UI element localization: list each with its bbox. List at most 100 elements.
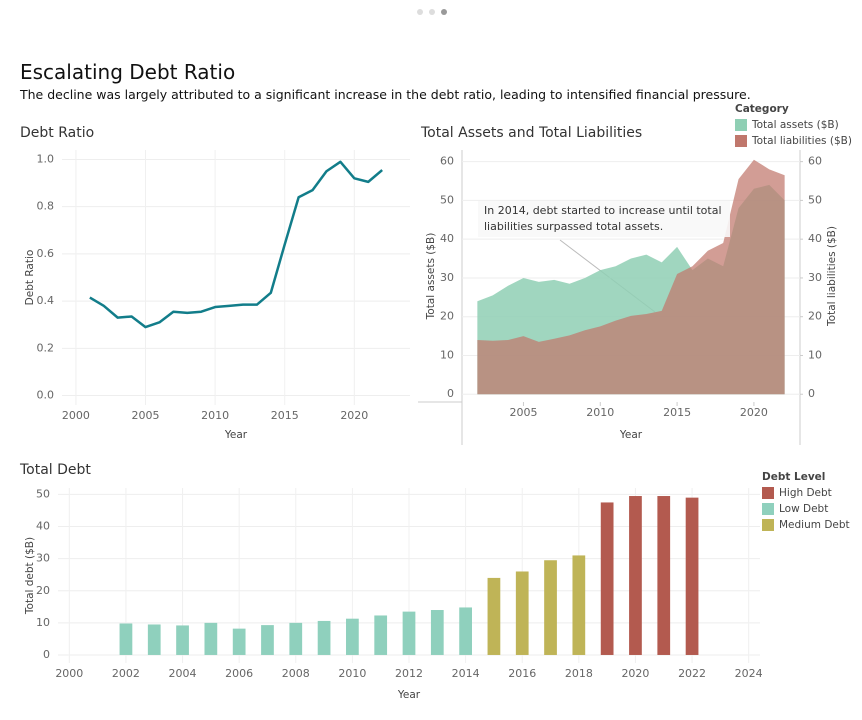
bar (147, 624, 161, 655)
y-tick-label: 0 (43, 648, 50, 661)
x-tick-label: 2002 (112, 667, 140, 680)
x-tick-label: 2010 (338, 667, 366, 680)
bar (232, 628, 246, 655)
x-tick-label: 2000 (55, 667, 83, 680)
x-tick-label: 2018 (565, 667, 593, 680)
y-tick-label: 0.8 (37, 200, 55, 213)
bar (657, 496, 671, 655)
y-tick-label: 50 (440, 193, 454, 206)
x-axis-label: Year (619, 429, 643, 441)
bar (176, 625, 189, 655)
legend-label: Medium Debt (779, 519, 850, 531)
bar (629, 496, 642, 655)
y-axis-label: Total assets ($B) (425, 233, 437, 321)
y-tick-label: 20 (36, 584, 50, 597)
y-tick-label: 40 (440, 232, 454, 245)
x-tick-label: 2006 (225, 667, 253, 680)
y2-tick-label: 0 (808, 387, 815, 400)
bar (346, 618, 359, 655)
y-axis-label: Debt Ratio (24, 250, 36, 306)
bar (261, 625, 274, 655)
bar (289, 622, 303, 655)
x-tick-label: 2022 (678, 667, 706, 680)
line (89, 160, 383, 329)
chart-title: Total Assets and Total Liabilities (420, 125, 642, 141)
legend-swatch (735, 135, 747, 147)
dashboard-title: Escalating Debt Ratio (20, 60, 236, 84)
x-tick-label: 2014 (452, 667, 480, 680)
page-dot[interactable] (417, 9, 423, 15)
x-tick-label: 2020 (340, 409, 368, 422)
bar (515, 571, 529, 655)
legend-label: Total liabilities ($B) (751, 135, 852, 147)
bar (600, 502, 614, 655)
x-tick-label: 2005 (509, 406, 537, 419)
y-tick-label: 30 (440, 271, 454, 284)
x-tick-label: 2005 (132, 409, 160, 422)
x-tick-label: 2020 (621, 667, 649, 680)
y2-tick-label: 60 (808, 155, 822, 168)
y2-axis-label: Total liabilities ($B) (826, 226, 838, 327)
chart-title: Total Debt (19, 462, 91, 478)
bar (544, 560, 557, 655)
legend-label: Total assets ($B) (751, 119, 839, 131)
bar (685, 497, 699, 655)
x-tick-label: 2010 (586, 406, 614, 419)
y-tick-label: 10 (440, 348, 454, 361)
page-dot[interactable] (441, 9, 447, 15)
legend-swatch (762, 487, 774, 499)
legend-label: High Debt (779, 487, 832, 499)
legend-swatch (762, 519, 774, 531)
legend-title: Debt Level (762, 471, 825, 483)
x-tick-label: 2004 (169, 667, 197, 680)
y-tick-label: 20 (440, 310, 454, 323)
y-tick-label: 0.2 (37, 341, 55, 354)
y-tick-label: 0.6 (37, 247, 55, 260)
y-tick-label: 0.4 (37, 294, 55, 307)
legend-swatch (762, 503, 774, 515)
legend-title: Category (735, 103, 789, 115)
chart-title: Debt Ratio (20, 125, 94, 141)
y2-tick-label: 20 (808, 310, 822, 323)
bar (119, 623, 133, 655)
y-tick-label: 10 (36, 616, 50, 629)
y2-tick-label: 40 (808, 232, 822, 245)
bar (487, 577, 501, 655)
bar (572, 555, 586, 655)
legend-swatch (735, 119, 747, 131)
area (477, 159, 785, 395)
x-tick-label: 2020 (740, 406, 768, 419)
y-axis-label: Total debt ($B) (24, 537, 36, 615)
y2-tick-label: 50 (808, 193, 822, 206)
y-tick-label: 50 (36, 487, 50, 500)
x-tick-label: 2015 (271, 409, 299, 422)
y2-tick-label: 30 (808, 271, 822, 284)
y2-tick-label: 10 (808, 348, 822, 361)
page-dot[interactable] (429, 9, 435, 15)
y-tick-label: 1.0 (37, 152, 55, 165)
y-tick-label: 30 (36, 552, 50, 565)
x-axis-label: Year (224, 429, 248, 441)
x-axis-label: Year (397, 689, 421, 701)
x-tick-label: 2024 (735, 667, 763, 680)
y-tick-label: 40 (36, 520, 50, 533)
x-tick-label: 2015 (663, 406, 691, 419)
bar (459, 607, 472, 655)
x-tick-label: 2000 (62, 409, 90, 422)
bar (374, 615, 388, 655)
bar (317, 620, 331, 655)
x-tick-label: 2010 (201, 409, 229, 422)
dashboard-subtitle: The decline was largely attributed to a … (20, 87, 751, 102)
legend-label: Low Debt (779, 503, 828, 515)
x-tick-label: 2008 (282, 667, 310, 680)
bar (430, 610, 444, 655)
y-tick-label: 0 (447, 387, 454, 400)
y-tick-label: 0.0 (37, 389, 55, 402)
x-tick-label: 2016 (508, 667, 536, 680)
y-tick-label: 60 (440, 155, 454, 168)
bar (204, 622, 218, 655)
annotation: In 2014, debt started to increase until … (478, 201, 730, 237)
x-tick-label: 2012 (395, 667, 423, 680)
